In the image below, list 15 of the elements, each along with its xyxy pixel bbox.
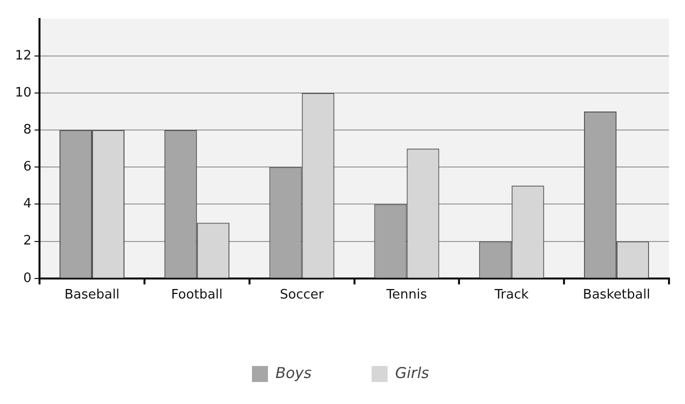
x-tick-label: Football bbox=[171, 288, 223, 303]
y-tick-label: 12 bbox=[14, 48, 32, 64]
y-tick-label: 10 bbox=[14, 85, 32, 100]
legend-label: Boys bbox=[275, 364, 312, 382]
y-tick-label: 2 bbox=[23, 234, 32, 249]
x-tick-label: Track bbox=[494, 288, 530, 303]
y-tick-label: 0 bbox=[23, 270, 32, 286]
legend-label: Girls bbox=[395, 364, 430, 382]
x-tick-label: Tennis bbox=[385, 288, 428, 303]
x-tick-label: Soccer bbox=[280, 288, 324, 303]
y-tick-label: 6 bbox=[23, 160, 32, 175]
y-tick-label: 8 bbox=[23, 122, 32, 138]
x-tick-label: Baseball bbox=[64, 288, 120, 303]
x-tick-label: Basketball bbox=[582, 288, 650, 303]
y-tick-label: 4 bbox=[23, 196, 32, 212]
